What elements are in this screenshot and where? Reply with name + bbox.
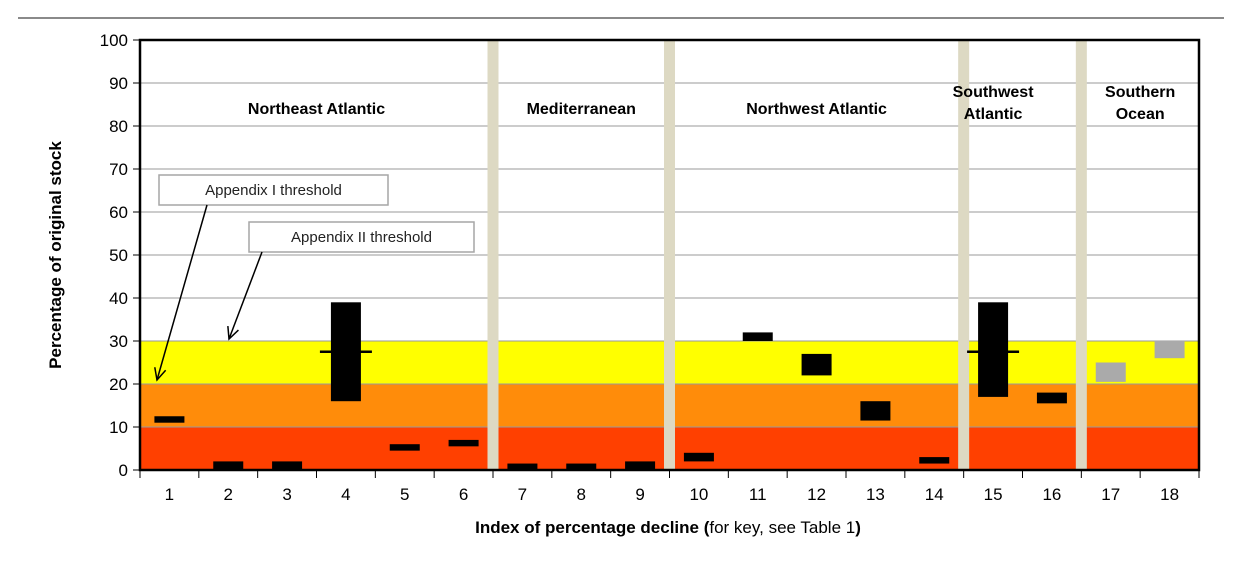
x-axis-title-bold: Index of percentage decline ( xyxy=(475,518,710,537)
callout-text-2: Appendix II threshold xyxy=(291,229,432,246)
x-axis: 1 2 3 4 5 6 7 8 9 10 11 12 13 14 15 16 17 18 xyxy=(139,470,1200,504)
y-tick-label-40: 40 xyxy=(109,289,128,308)
x-tick-label-10: 10 xyxy=(689,485,708,504)
x-tick-label-17: 17 xyxy=(1101,485,1120,504)
region-label-5-line-2: Ocean xyxy=(1116,106,1165,123)
region-label-5: Southern Ocean xyxy=(1105,84,1175,123)
range-bar-5 xyxy=(389,444,420,451)
range-bar-10 xyxy=(683,452,714,462)
range-bar-16 xyxy=(1036,392,1067,404)
region-label-4: Southwest Atlantic xyxy=(953,84,1035,123)
separator-after-9 xyxy=(664,40,675,470)
region-separators xyxy=(487,40,1087,470)
callout-arrow-line-1 xyxy=(156,204,208,381)
range-bar-3 xyxy=(272,461,303,470)
x-tick-label-15: 15 xyxy=(984,485,1003,504)
y-tick-label-90: 90 xyxy=(109,74,128,93)
range-bar-17 xyxy=(1095,362,1126,382)
range-bar-8 xyxy=(566,463,597,470)
region-label-1: Northeast Atlantic xyxy=(248,101,385,118)
range-bar-9 xyxy=(625,461,656,470)
callout-arrow-line-2 xyxy=(228,251,263,340)
region-labels: Northeast Atlantic Mediterranean Northwest… xyxy=(248,84,1175,123)
range-bar-7 xyxy=(507,463,538,470)
x-tick-label-9: 9 xyxy=(635,485,644,504)
region-label-2: Mediterranean xyxy=(527,101,636,118)
threshold-callouts: Appendix I threshold Appendix II threshol… xyxy=(154,174,475,382)
y-tick-label-100: 100 xyxy=(100,31,128,50)
range-bar-1 xyxy=(154,416,185,423)
range-bar-6 xyxy=(448,439,479,447)
x-tick-label-14: 14 xyxy=(925,485,944,504)
region-label-1-line-1: Northeast Atlantic xyxy=(248,101,385,118)
y-tick-label-0: 0 xyxy=(119,461,128,480)
y-tick-label-20: 20 xyxy=(109,375,128,394)
x-tick-label-16: 16 xyxy=(1042,485,1061,504)
x-tick-label-8: 8 xyxy=(577,485,586,504)
x-tick-label-6: 6 xyxy=(459,485,468,504)
callout-arrow-head-1 xyxy=(154,367,167,382)
x-tick-label-4: 4 xyxy=(341,485,350,504)
callout-box-2 xyxy=(248,221,475,253)
region-label-3-line-1: Northwest Atlantic xyxy=(746,101,887,118)
y-tick-label-60: 60 xyxy=(109,203,128,222)
callout-text-1: Appendix I threshold xyxy=(205,182,342,199)
range-bar-14 xyxy=(919,457,950,464)
separator-after-16 xyxy=(1075,40,1087,470)
region-label-4-line-1: Southwest xyxy=(953,84,1035,101)
range-bar-12 xyxy=(801,353,832,376)
x-tick-label-2: 2 xyxy=(224,485,233,504)
separator-after-6 xyxy=(487,40,499,470)
range-bar-15 xyxy=(978,302,1009,397)
y-axis-title: Percentage of original stock xyxy=(46,141,65,369)
x-axis-title-normal: for key, see Table 1 xyxy=(709,518,855,537)
range-bar-13 xyxy=(860,401,891,421)
separator-after-14 xyxy=(958,40,970,470)
y-axis: 0 10 20 30 40 50 60 70 80 90 100 xyxy=(100,31,140,480)
x-axis-title-bold-end: ) xyxy=(855,518,861,537)
region-label-2-line-1: Mediterranean xyxy=(527,101,636,118)
callout-box-1 xyxy=(158,174,389,206)
x-tick-label-12: 12 xyxy=(807,485,826,504)
x-tick-label-5: 5 xyxy=(400,485,409,504)
y-tick-label-10: 10 xyxy=(109,418,128,437)
x-tick-label-13: 13 xyxy=(866,485,885,504)
data-ranges xyxy=(154,302,1185,470)
range-bar-11 xyxy=(742,332,773,341)
y-tick-label-80: 80 xyxy=(109,117,128,136)
range-bar-18 xyxy=(1154,341,1185,359)
y-tick-label-70: 70 xyxy=(109,160,128,179)
x-tick-label-7: 7 xyxy=(518,485,527,504)
range-bar-2 xyxy=(213,461,244,470)
region-label-5-line-1: Southern xyxy=(1105,84,1175,101)
x-tick-label-11: 11 xyxy=(749,485,767,504)
callout-arrow-head-2 xyxy=(227,325,239,341)
y-tick-label-50: 50 xyxy=(109,246,128,265)
region-label-4-line-2: Atlantic xyxy=(964,106,1023,123)
y-tick-label-30: 30 xyxy=(109,332,128,351)
region-label-3: Northwest Atlantic xyxy=(746,101,887,118)
x-axis-title: Index of percentage decline (for key, se… xyxy=(475,518,861,537)
x-tick-label-1: 1 xyxy=(165,485,174,504)
x-tick-label-18: 18 xyxy=(1160,485,1179,504)
x-tick-label-3: 3 xyxy=(282,485,291,504)
